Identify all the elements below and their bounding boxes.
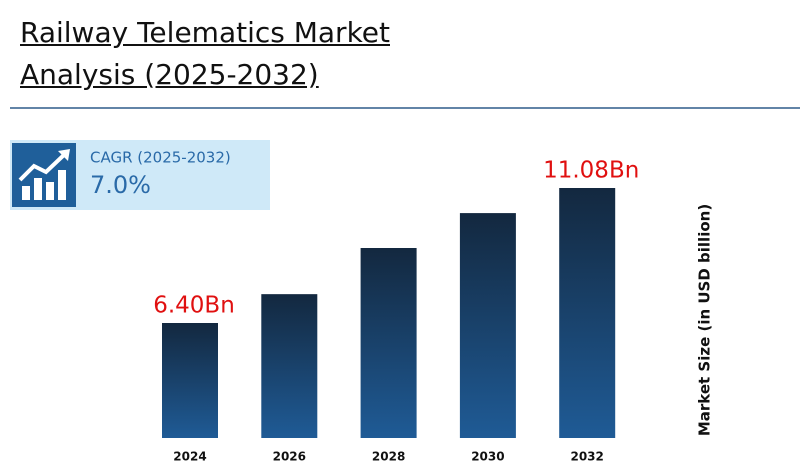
- value-label: 11.08Bn: [543, 158, 639, 184]
- x-tick-label: 2026: [273, 450, 306, 464]
- x-tick-label: 2024: [173, 450, 206, 464]
- x-tick-label: 2028: [372, 450, 405, 464]
- x-tick-label: 2030: [471, 450, 504, 464]
- cagr-label: CAGR (2025-2032): [90, 149, 231, 167]
- chart-title: Railway Telematics Market Analysis (2025…: [20, 16, 390, 91]
- value-label: 6.40Bn: [153, 293, 235, 319]
- cagr-value: 7.0%: [90, 171, 151, 199]
- bar: [261, 294, 318, 438]
- icon-bars: [22, 170, 66, 200]
- y-axis-label: Market Size (in USD billion): [696, 204, 714, 436]
- icon-arrowhead: [58, 149, 70, 161]
- bar: [559, 188, 616, 438]
- bar: [360, 248, 417, 438]
- x-tick-label: 2032: [570, 450, 603, 464]
- bar: [459, 213, 516, 438]
- icon-arrow: [18, 151, 68, 182]
- bar: [162, 323, 218, 438]
